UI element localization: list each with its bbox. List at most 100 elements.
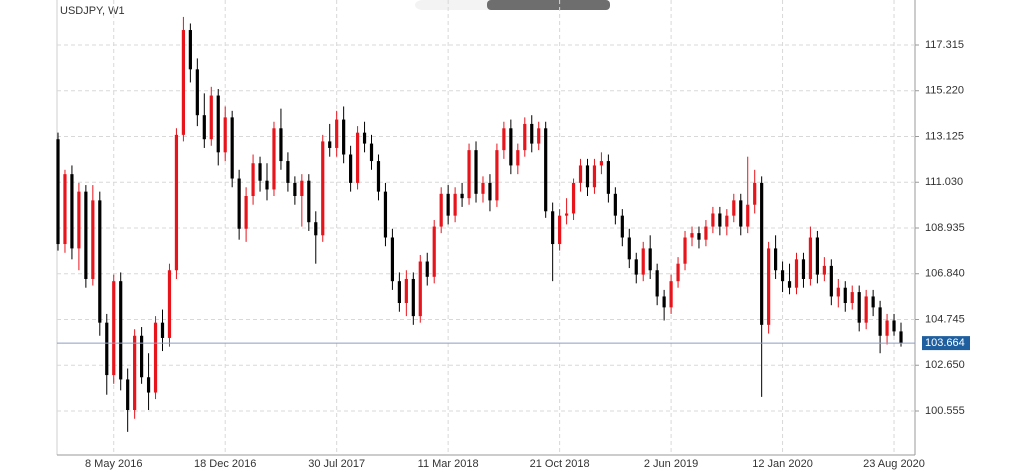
candle-body (662, 296, 666, 308)
candle-body (613, 193, 617, 216)
candle-body (509, 128, 513, 166)
candle-body (342, 119, 346, 155)
x-tick-label: 23 Aug 2020 (863, 458, 925, 470)
candle-body (551, 211, 555, 245)
candle-body (878, 307, 882, 336)
candle-body (495, 150, 499, 201)
candle-body (753, 182, 757, 205)
candle-body (140, 335, 144, 378)
candle-body (843, 287, 847, 304)
candle-body (216, 95, 220, 153)
candle-body (655, 270, 659, 297)
candle-body (746, 204, 750, 227)
x-tick-label: 12 Jan 2020 (752, 458, 813, 470)
top-handle-fill (487, 0, 610, 10)
candle-body (91, 200, 95, 279)
candle-body (56, 139, 60, 245)
candle-body (439, 193, 443, 227)
candle-body (460, 193, 464, 199)
candle-body (146, 377, 151, 393)
candle-body (181, 30, 186, 135)
candle-body (126, 379, 130, 411)
current-price-box (922, 336, 970, 351)
candle-body (112, 281, 116, 376)
candle-body (265, 180, 269, 190)
candle-body (725, 215, 729, 227)
candle-body (808, 237, 813, 279)
y-tick-label: 104.745 (925, 313, 965, 325)
candle-body (446, 193, 450, 216)
y-tick-label: 115.220 (925, 85, 964, 97)
candle-body (739, 200, 743, 227)
candle-body (411, 278, 415, 317)
candle-body (773, 248, 778, 271)
candle-body (697, 233, 701, 240)
x-tick-label: 21 Oct 2018 (530, 458, 590, 470)
current-price-label: 103.664 (925, 337, 965, 349)
candle-body (544, 128, 548, 212)
x-tick-label: 18 Dec 2016 (194, 458, 256, 470)
candle-body (669, 281, 673, 308)
candle-body (711, 213, 715, 227)
candle-body (760, 182, 764, 325)
candle-body (314, 222, 318, 236)
candle-body (850, 292, 854, 304)
candle-body (578, 165, 583, 183)
candle-body (794, 259, 799, 288)
y-tick-label: 113.125 (925, 130, 964, 142)
candle-body (453, 193, 457, 216)
candle-body (133, 335, 137, 411)
candle-body (251, 163, 255, 196)
candle-body (258, 163, 262, 181)
candle-body (871, 296, 875, 308)
candle-body (718, 213, 722, 227)
candle-body (676, 263, 680, 282)
candle-body (160, 322, 165, 338)
candle-body (780, 270, 785, 282)
candle-body (84, 191, 88, 279)
candle-body (153, 322, 158, 393)
candle-body (516, 150, 520, 166)
candle-body (349, 154, 353, 183)
candle-body (767, 248, 771, 325)
candle-body (188, 30, 192, 70)
y-tick-label: 100.555 (925, 405, 965, 417)
candle-body (683, 237, 687, 264)
candle-body (418, 261, 422, 317)
candle-body (571, 182, 576, 214)
candle-body (892, 320, 896, 332)
candle-body (564, 213, 569, 216)
candle-body (425, 261, 429, 277)
candle-body (293, 182, 297, 196)
candle-body (801, 259, 806, 279)
candle-body (167, 270, 172, 338)
candle-body (481, 182, 485, 194)
candle-body (467, 150, 471, 199)
candle-body (328, 141, 332, 148)
candle-body (634, 259, 638, 275)
candle-body (690, 233, 694, 238)
candle-body (195, 69, 199, 116)
candle-body (202, 115, 206, 140)
candle-body (376, 161, 381, 192)
candle-body (599, 161, 604, 166)
candle-body (488, 182, 492, 201)
x-tick-label: 30 Jul 2017 (308, 458, 365, 470)
candle-body (300, 180, 304, 196)
candle-body (704, 226, 708, 240)
candle-body (105, 322, 109, 376)
candle-body (355, 132, 360, 183)
candle-body (530, 123, 534, 144)
y-tick-label: 117.315 (925, 39, 964, 51)
candle-body (272, 128, 276, 190)
candle-body (585, 165, 590, 188)
candle-body (815, 237, 819, 275)
candle-body (592, 165, 597, 188)
candle-body (237, 178, 241, 229)
candle-body (641, 248, 645, 275)
candle-body (244, 195, 248, 229)
candle-body (732, 200, 736, 216)
candle-body (390, 237, 395, 282)
candle-body (230, 117, 234, 179)
